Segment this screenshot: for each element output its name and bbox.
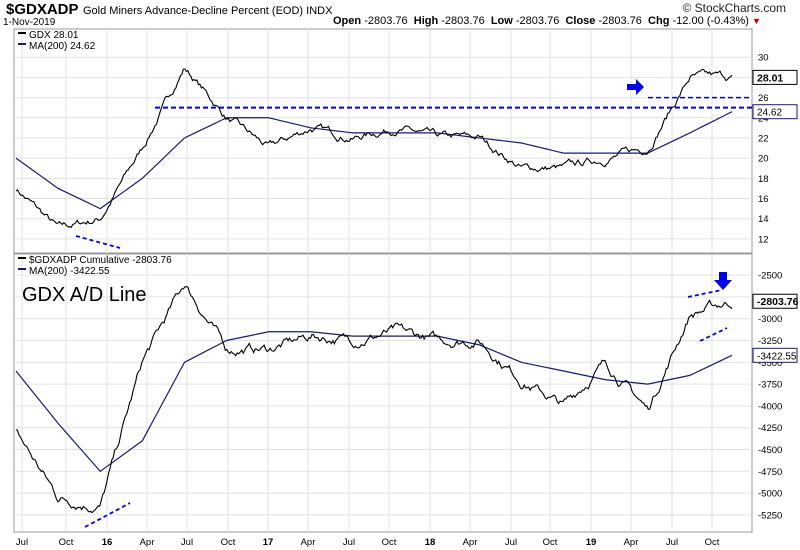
last-value-label: -2803.76 [757, 296, 799, 308]
y-tick-label: -3750 [758, 380, 782, 391]
down-arrow-icon [714, 272, 732, 290]
ma-value-label: -3422.55 [757, 351, 797, 362]
x-tick-label: Apr [624, 537, 639, 548]
y-tick-label: -3250 [758, 336, 782, 347]
y-tick-label: -5000 [758, 489, 782, 500]
symbol-title: $GDXADP [6, 1, 79, 18]
x-tick-label: Oct [382, 537, 397, 548]
price-line [15, 68, 733, 228]
ma-value-label: 24.62 [757, 108, 782, 119]
x-tick-label: Apr [463, 537, 478, 548]
x-tick-label: Jul [16, 537, 28, 548]
stockcharts-logo: © StockCharts.com [682, 1, 786, 15]
low-label: Low [490, 15, 513, 27]
high-value: -2803.76 [441, 15, 485, 27]
y-tick-label: 26 [758, 93, 769, 104]
trendline-ad-rising [699, 327, 728, 342]
x-tick-label: 16 [102, 537, 113, 548]
price-line [15, 286, 733, 514]
y-tick-label: -4250 [758, 423, 782, 434]
panel-frame [13, 253, 753, 533]
x-tick-label: 17 [263, 537, 274, 548]
x-tick-label: Jul [343, 537, 355, 548]
y-tick-label: -3500 [758, 358, 782, 369]
y-tick-label: -2500 [758, 271, 782, 282]
x-tick-label: Oct [59, 537, 74, 548]
down-triangle-icon: ▼ [752, 16, 761, 26]
y-tick-label: -3000 [758, 314, 782, 325]
legend-swatch [18, 268, 26, 270]
legend-swatch [18, 257, 26, 259]
y-tick-label: -5250 [758, 510, 782, 521]
symbol-name: Gold Miners Advance-Decline Percent (EOD… [83, 5, 333, 17]
chg-label: Chg [648, 15, 670, 27]
low-value: -2803.76 [515, 15, 560, 27]
chart-date: 1-Nov-2019 [3, 17, 56, 28]
close-value: -2803.76 [598, 15, 642, 27]
last-value-box [752, 69, 798, 85]
legend-series-label: $GDXADP Cumulative -2803.76 [29, 255, 172, 266]
y-tick-label: 14 [758, 214, 769, 225]
x-tick-label: Apr [140, 537, 155, 548]
right-arrow-icon [627, 79, 644, 95]
legend-ma-label: MA(200) -3422.55 [29, 266, 110, 277]
y-tick-label: 16 [758, 194, 769, 205]
panel-frame [13, 28, 753, 254]
legend-swatch [18, 32, 26, 34]
open-label: Open [333, 15, 362, 27]
x-tick-label: Apr [301, 537, 316, 548]
chart-header: $GDXADP Gold Miners Advance-Decline Perc… [0, 0, 800, 28]
legend-series-label: GDX 28.01 [29, 30, 79, 41]
y-tick-label: -4000 [758, 401, 782, 412]
y-tick-label: 22 [758, 133, 769, 144]
x-tick-label: Oct [221, 537, 236, 548]
ma-line [15, 331, 733, 473]
x-tick-label: Jul [181, 537, 193, 548]
x-tick-label: 18 [425, 537, 436, 548]
x-tick-label: Oct [705, 537, 720, 548]
x-tick-label: Jul [505, 537, 517, 548]
high-label: High [413, 15, 439, 27]
trendline-ad-low [84, 502, 131, 528]
annotation-label: GDX A/D Line [22, 284, 147, 306]
y-tick-label: -4500 [758, 445, 782, 456]
y-tick-label: -4750 [758, 467, 782, 478]
ma-value-box [752, 347, 798, 363]
open-value: -2803.76 [364, 15, 408, 27]
last-value-label: 28.01 [757, 72, 783, 84]
x-tick-label: Oct [543, 537, 558, 548]
ohlc-readout: Open -2803.76 High -2803.76 Low -2803.76… [333, 15, 761, 27]
x-tick-label: Jul [666, 537, 678, 548]
trendline-ad-high [687, 289, 723, 298]
y-tick-label: 18 [758, 174, 769, 185]
y-tick-label: 30 [758, 53, 769, 64]
ma-line [15, 111, 733, 210]
ma-value-box [752, 104, 798, 120]
close-label: Close [565, 15, 596, 27]
chg-value: -12.00 (-0.43%) [672, 15, 749, 27]
y-tick-label: 12 [758, 234, 769, 245]
last-value-box [752, 293, 798, 309]
y-tick-label: 20 [758, 154, 769, 165]
legend-swatch [18, 43, 26, 45]
trendline-gdx-low [75, 235, 121, 249]
x-tick-label: 19 [586, 537, 597, 548]
legend-ma-label: MA(200) 24.62 [29, 41, 96, 52]
